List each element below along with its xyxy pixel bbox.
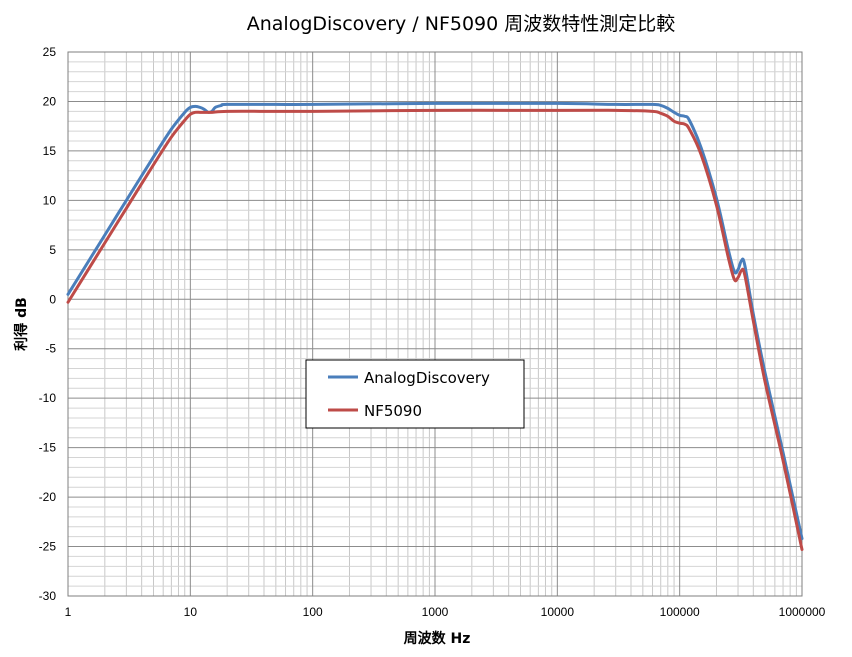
y-tick-label: 0 [49,292,56,306]
chart-title: AnalogDiscovery / NF5090 周波数特性測定比較 [247,13,676,35]
y-tick-label: 15 [43,144,57,158]
y-tick-labels: 25 20 15 10 5 0 -5 -10 -15 -20 -25 -30 [39,45,57,603]
series-line-nf5090 [66,108,804,552]
x-tick-label: 10000 [541,605,575,619]
x-tick-label: 1000000 [779,605,826,619]
y-tick-label: 25 [43,45,57,59]
x-tick-label: 1000 [422,605,449,619]
legend: AnalogDiscovery NF5090 [305,359,525,429]
legend-label-nf5090: NF5090 [364,402,422,420]
x-axis-label: 周波数 Hz [404,630,471,647]
legend-box [305,359,525,429]
y-tick-label: 5 [49,243,56,257]
legend-label-analogdiscovery: AnalogDiscovery [364,369,490,387]
x-tick-label: 100000 [660,605,700,619]
series-layer [66,101,804,552]
y-tick-label: 10 [43,193,57,207]
y-tick-label: 20 [43,94,57,108]
x-tick-label: 1 [65,605,72,619]
y-tick-label: -5 [45,342,56,356]
y-tick-label: -15 [39,441,57,455]
x-tick-labels: 1 10 100 1000 10000 100000 1000000 [65,605,826,619]
y-tick-label: -30 [39,589,57,603]
series-line-analogdiscovery [66,101,804,541]
y-tick-label: -10 [39,391,57,405]
plot-area-border [67,51,803,597]
y-axis-label: 利得 dB [13,297,30,351]
x-tick-label: 10 [184,605,198,619]
x-tick-label: 100 [303,605,323,619]
y-tick-label: -20 [39,490,57,504]
y-tick-label: -25 [39,540,57,554]
